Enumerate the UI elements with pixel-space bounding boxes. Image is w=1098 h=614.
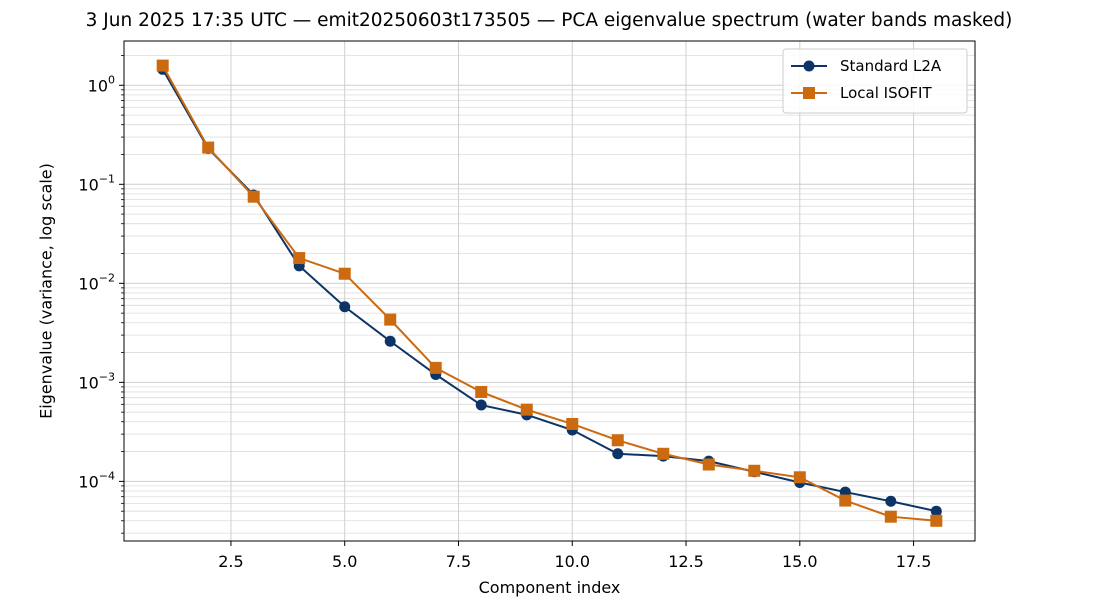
x-tick-label: 15.0	[782, 552, 818, 571]
data-point	[384, 313, 397, 326]
data-point	[384, 335, 396, 347]
x-axis-label: Component index	[478, 578, 621, 597]
data-point	[293, 252, 306, 265]
legend-label: Local ISOFIT	[840, 84, 932, 102]
legend-box	[782, 48, 968, 114]
y-tick-label: 100	[88, 73, 115, 95]
y-tick-label: 10−2	[78, 271, 115, 293]
data-point	[748, 464, 761, 477]
y-axis-label: Eigenvalue (variance, log scale)	[36, 163, 56, 419]
x-tick-label: 12.5	[668, 552, 704, 571]
data-point	[611, 434, 624, 447]
data-point	[247, 190, 260, 203]
series-line	[161, 68, 937, 513]
x-tick-label: 17.5	[896, 552, 932, 571]
data-point	[793, 471, 806, 484]
chart-title: 3 Jun 2025 17:35 UTC — emit20250603t1735…	[85, 10, 1013, 31]
y-tick-label: 10−3	[78, 370, 115, 392]
y-tick-label: 10−4	[78, 469, 115, 491]
plot-frame	[123, 40, 976, 542]
data-point	[839, 494, 852, 507]
legend-label: Standard L2A	[840, 57, 942, 75]
data-point	[930, 514, 943, 527]
data-point	[156, 59, 169, 72]
data-point	[657, 447, 670, 460]
data-point	[885, 495, 897, 507]
x-tick-label: 7.5	[446, 552, 471, 571]
data-point	[930, 505, 942, 517]
data-point	[475, 385, 488, 398]
y-tick-label: 10−1	[78, 172, 115, 194]
data-point	[566, 417, 579, 430]
legend: Standard L2A Local ISOFIT	[782, 48, 968, 114]
x-tick-label: 10.0	[554, 552, 590, 571]
data-point	[339, 301, 351, 313]
data-point	[702, 458, 715, 471]
legend-marker	[803, 60, 815, 72]
x-tick-label: 2.5	[218, 552, 243, 571]
data-point	[202, 141, 215, 154]
legend-marker	[803, 87, 815, 99]
data-point	[884, 510, 897, 523]
data-point	[475, 399, 487, 411]
data-point	[520, 403, 533, 416]
data-point	[429, 361, 442, 374]
series-line	[161, 65, 937, 522]
data-point	[338, 267, 351, 280]
x-tick-label: 5.0	[332, 552, 357, 571]
data-point	[612, 448, 624, 460]
